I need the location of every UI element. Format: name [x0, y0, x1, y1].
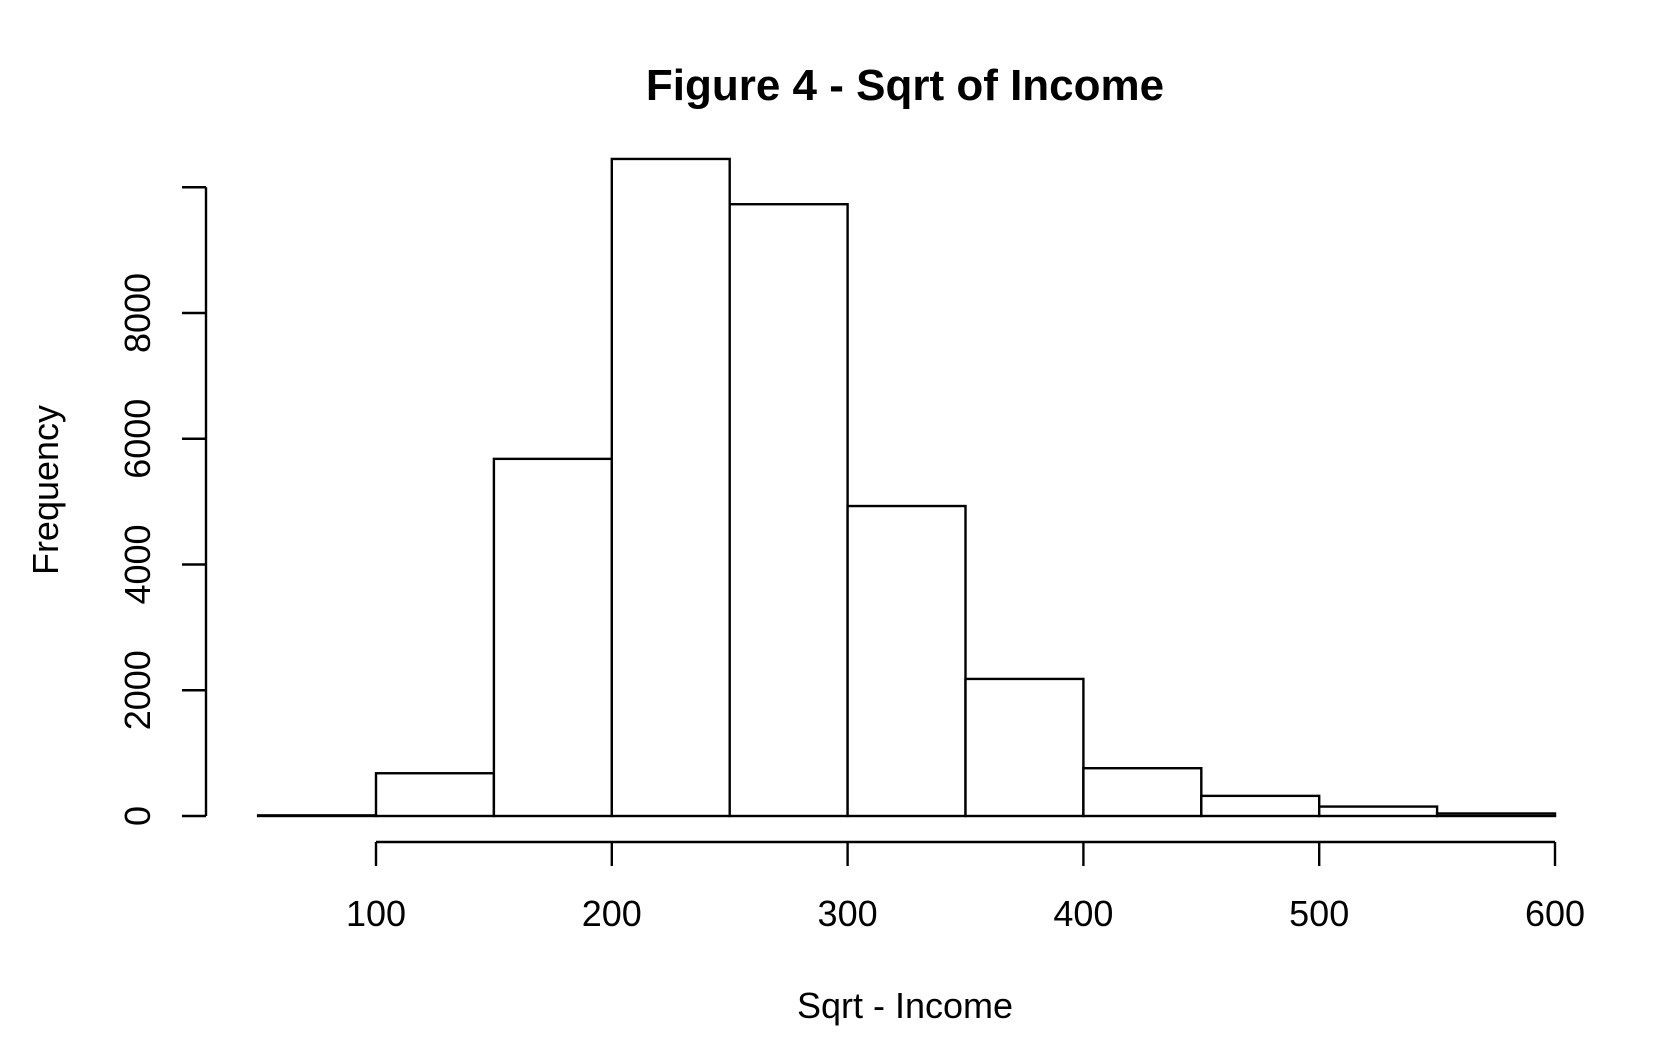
histogram-bar — [374, 772, 496, 818]
histogram-bar — [1200, 794, 1321, 818]
y-tick-label: 6000 — [117, 399, 158, 479]
y-tick-label: 2000 — [117, 650, 158, 730]
x-axis-label: Sqrt - Income — [797, 985, 1013, 1026]
histogram-bar — [256, 814, 378, 818]
histogram-bar — [728, 203, 849, 818]
x-axis: 100 200 300 400 500 600 — [346, 840, 1585, 934]
histogram-bar — [846, 504, 967, 818]
y-tick-label: 8000 — [117, 273, 158, 353]
histogram-bar — [1082, 767, 1203, 818]
histogram-bar — [492, 457, 613, 818]
histogram-bar — [1435, 812, 1557, 818]
x-tick-label: 300 — [818, 893, 878, 934]
x-tick-label: 200 — [582, 893, 642, 934]
y-tick-label: 4000 — [117, 524, 158, 604]
x-tick-label: 100 — [346, 893, 406, 934]
y-tick-label: 0 — [117, 806, 158, 826]
y-axis: 0 2000 4000 6000 8000 — [117, 186, 208, 826]
x-tick-label: 400 — [1053, 893, 1113, 934]
y-axis-label: Frequency — [25, 405, 66, 575]
x-tick-label: 600 — [1525, 893, 1585, 934]
histogram-bar — [964, 677, 1085, 818]
histogram-bar — [1317, 805, 1439, 818]
bars-group — [256, 157, 1557, 818]
x-tick-label: 500 — [1289, 893, 1349, 934]
chart-title: Figure 4 - Sqrt of Income — [646, 61, 1164, 110]
histogram-bar — [610, 157, 731, 818]
